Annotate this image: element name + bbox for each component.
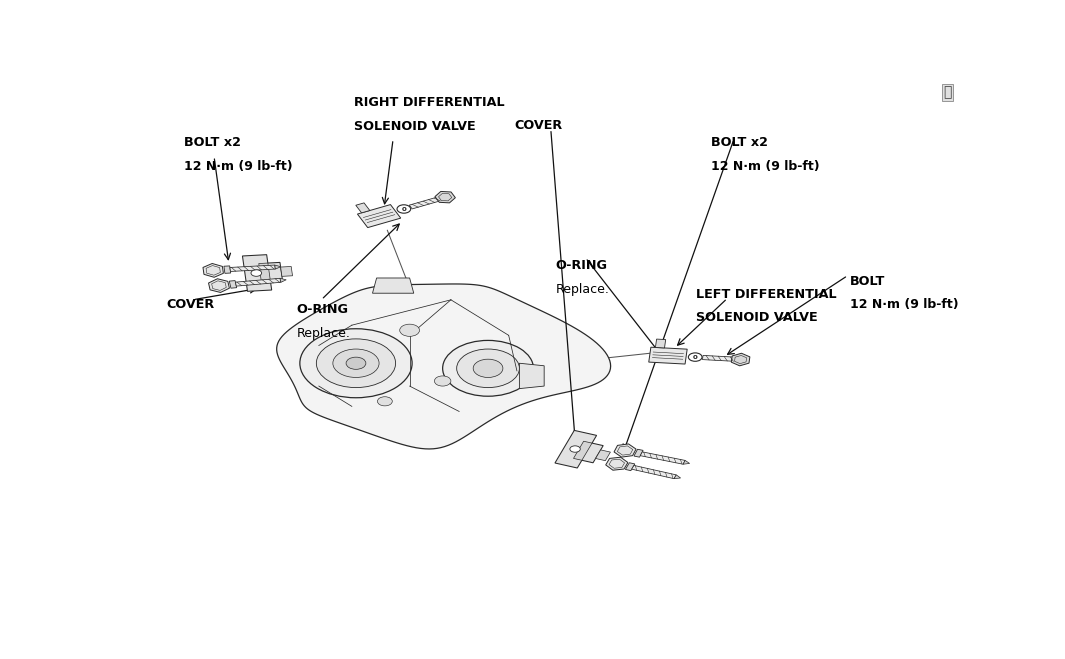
Polygon shape: [235, 278, 281, 286]
Text: COVER: COVER: [514, 119, 562, 132]
Circle shape: [377, 397, 392, 406]
Polygon shape: [203, 264, 224, 277]
Polygon shape: [230, 265, 276, 272]
Polygon shape: [224, 266, 231, 273]
Text: Replace.: Replace.: [556, 283, 609, 296]
Polygon shape: [640, 452, 685, 464]
Text: LEFT DIFFERENTIAL: LEFT DIFFERENTIAL: [697, 288, 837, 301]
Polygon shape: [280, 278, 286, 282]
Circle shape: [316, 339, 395, 387]
Polygon shape: [259, 263, 271, 282]
Polygon shape: [229, 281, 236, 288]
Polygon shape: [606, 457, 628, 471]
Polygon shape: [595, 450, 610, 461]
Text: BOLT x2: BOLT x2: [710, 136, 768, 149]
Text: SOLENOID VALVE: SOLENOID VALVE: [697, 312, 818, 324]
Text: ⓘ: ⓘ: [944, 85, 952, 99]
Polygon shape: [674, 475, 681, 478]
Text: RIGHT DIFFERENTIAL: RIGHT DIFFERENTIAL: [355, 96, 505, 109]
Circle shape: [570, 446, 580, 452]
Polygon shape: [520, 363, 544, 389]
Circle shape: [688, 353, 702, 361]
Circle shape: [300, 329, 412, 398]
Polygon shape: [280, 266, 293, 276]
Polygon shape: [683, 461, 690, 464]
Polygon shape: [555, 430, 603, 468]
Circle shape: [399, 324, 420, 336]
Text: BOLT: BOLT: [850, 275, 885, 288]
Polygon shape: [277, 284, 610, 449]
Circle shape: [473, 359, 503, 378]
Text: o: o: [402, 206, 406, 212]
Text: SOLENOID VALVE: SOLENOID VALVE: [355, 120, 476, 132]
Polygon shape: [732, 353, 750, 366]
Polygon shape: [209, 279, 229, 293]
Circle shape: [435, 376, 450, 386]
Polygon shape: [649, 347, 687, 364]
Polygon shape: [358, 204, 400, 227]
Circle shape: [251, 270, 262, 276]
Text: BOLT x2: BOLT x2: [184, 136, 242, 149]
Text: COVER: COVER: [166, 299, 214, 311]
Circle shape: [457, 349, 520, 387]
Polygon shape: [703, 355, 734, 361]
Text: 12 N·m (9 lb-ft): 12 N·m (9 lb-ft): [184, 160, 293, 173]
Text: Replace.: Replace.: [296, 327, 350, 339]
Text: 12 N·m (9 lb-ft): 12 N·m (9 lb-ft): [710, 160, 819, 173]
Polygon shape: [632, 465, 676, 478]
Text: O-RING: O-RING: [556, 259, 608, 272]
Polygon shape: [435, 191, 456, 203]
Text: 12 N·m (9 lb-ft): 12 N·m (9 lb-ft): [850, 299, 958, 311]
Polygon shape: [615, 444, 636, 457]
Polygon shape: [655, 339, 666, 348]
Text: o: o: [693, 354, 698, 360]
Circle shape: [397, 205, 411, 213]
Polygon shape: [634, 449, 643, 457]
Polygon shape: [356, 203, 370, 213]
Circle shape: [443, 341, 534, 396]
Circle shape: [333, 349, 379, 378]
Polygon shape: [573, 442, 592, 460]
Circle shape: [346, 357, 366, 369]
Polygon shape: [373, 278, 413, 293]
Polygon shape: [243, 254, 282, 291]
Polygon shape: [409, 197, 440, 209]
Text: O-RING: O-RING: [296, 303, 348, 316]
Polygon shape: [625, 463, 635, 471]
Polygon shape: [275, 265, 281, 269]
